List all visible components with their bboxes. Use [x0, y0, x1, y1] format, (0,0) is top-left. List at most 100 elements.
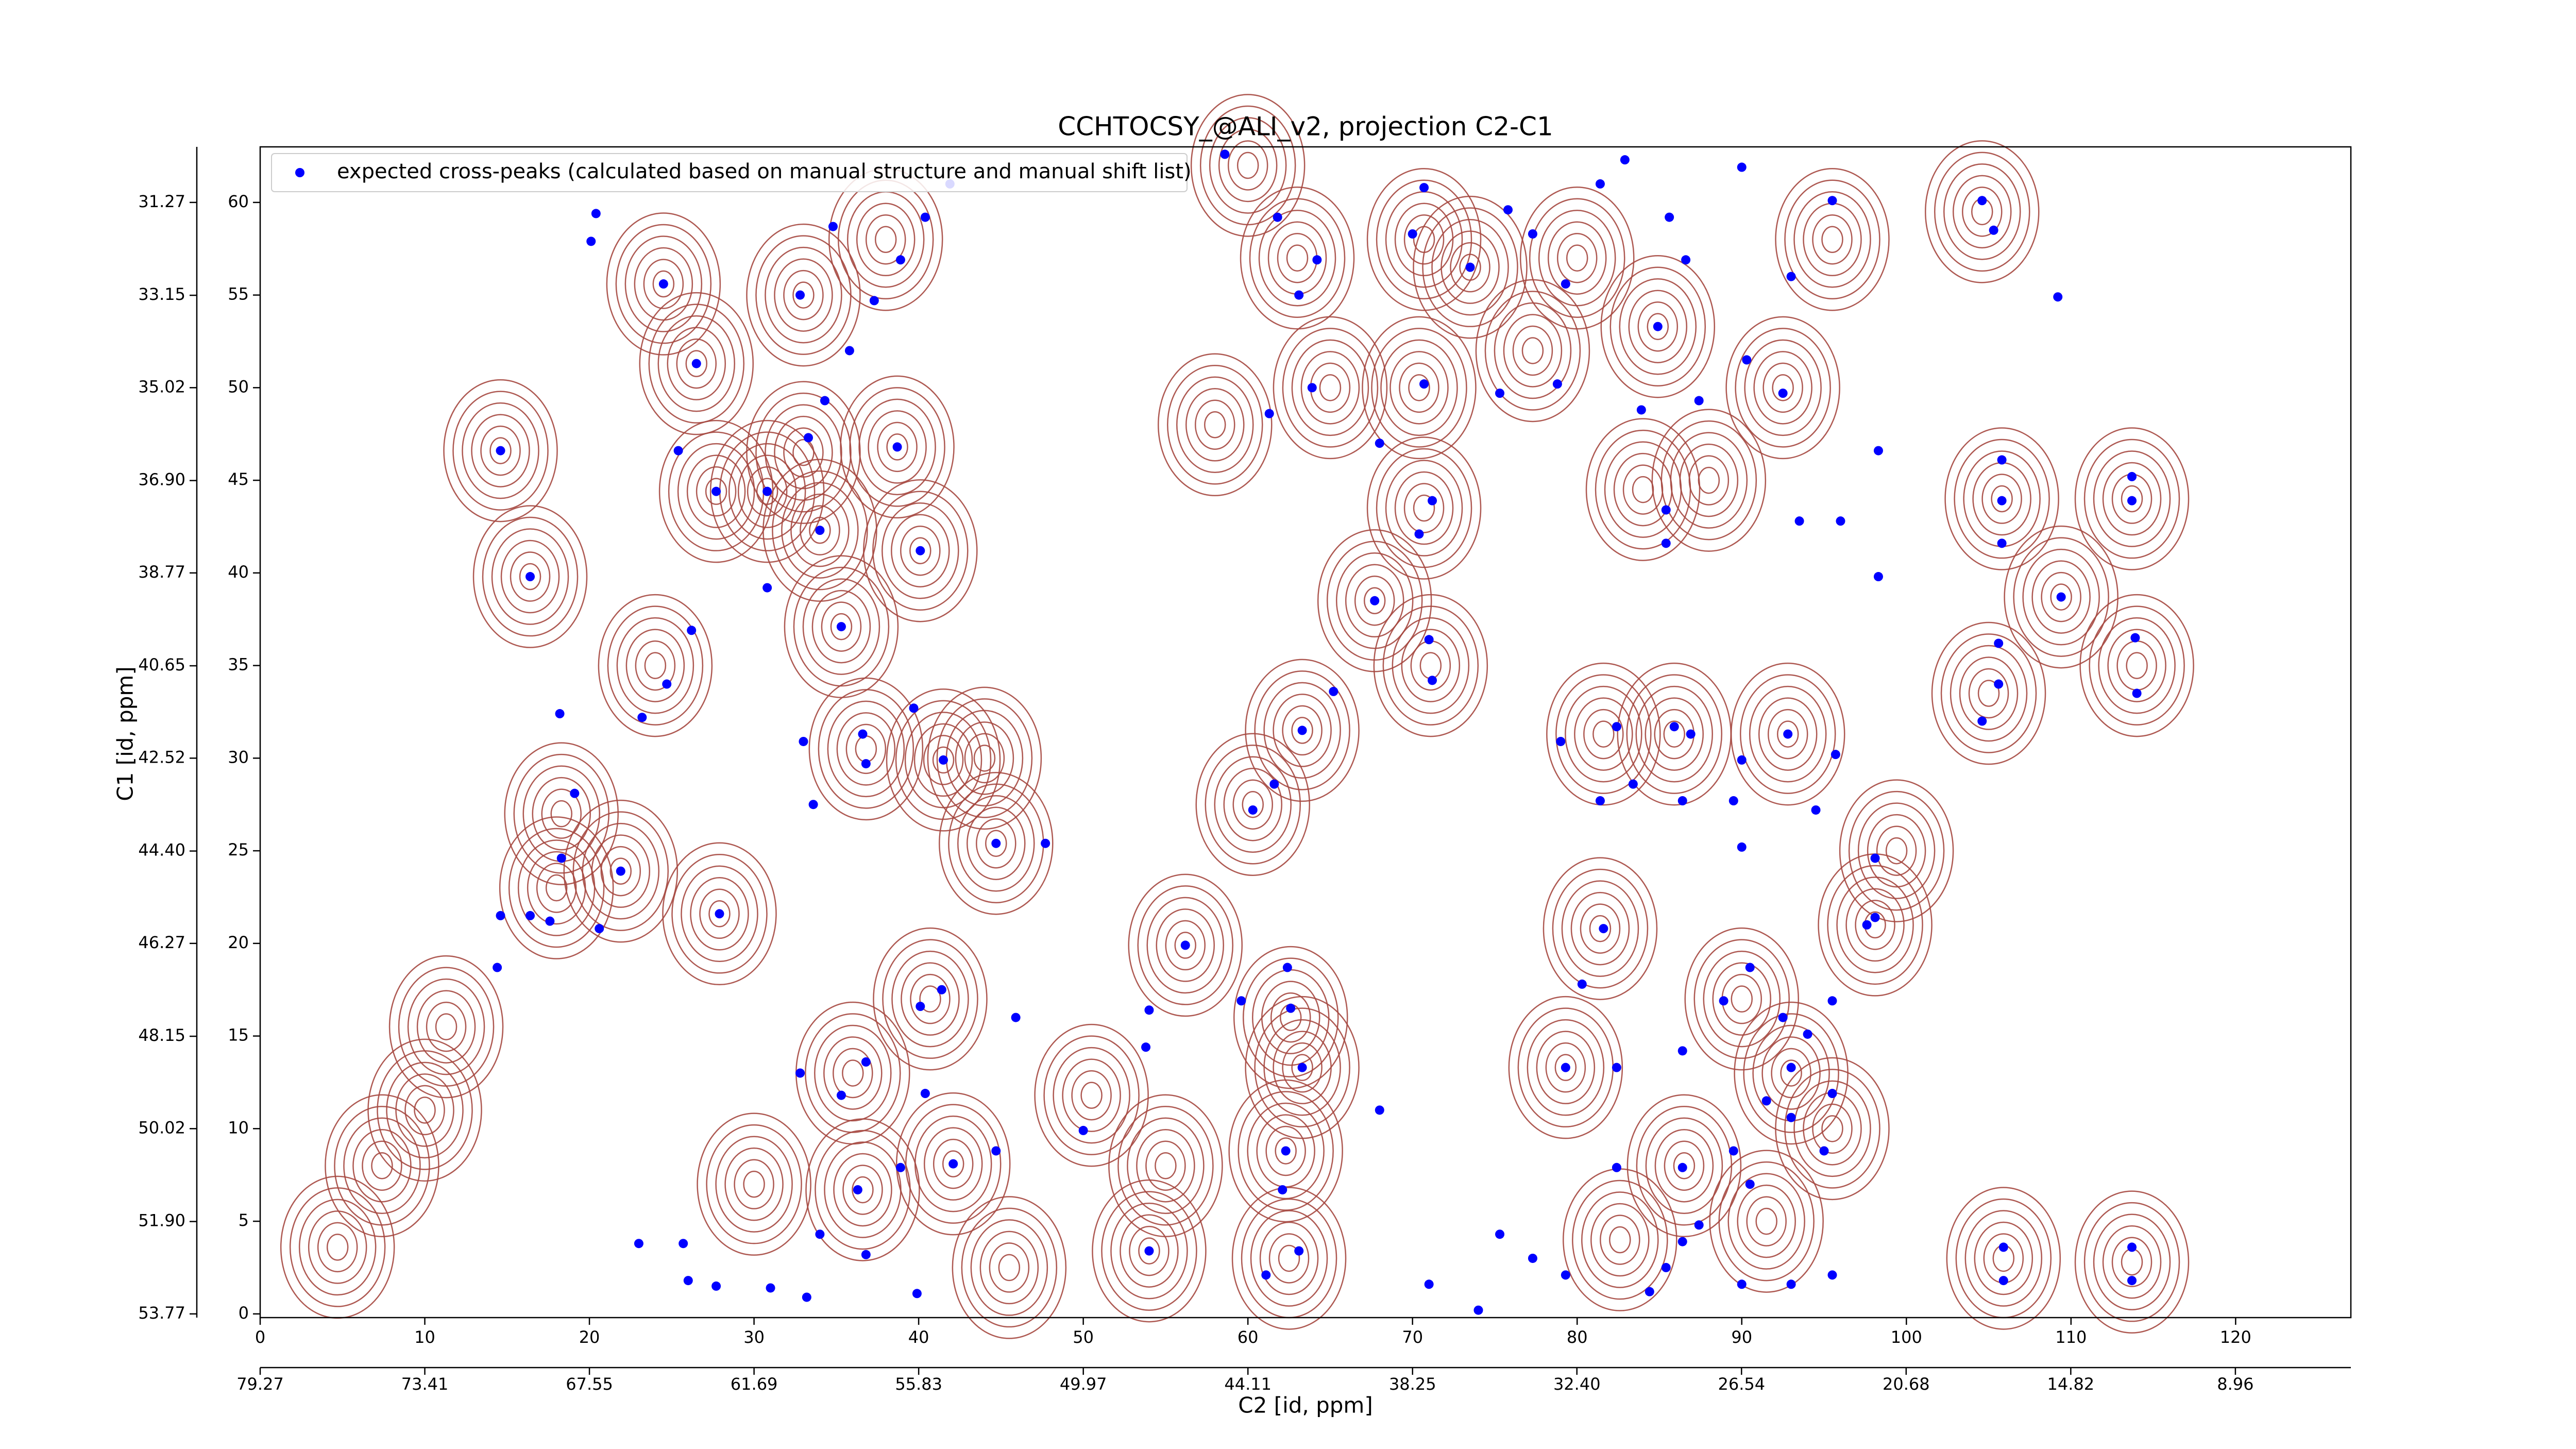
contour-ring — [504, 742, 619, 885]
contour-ring — [1389, 351, 1449, 425]
contour-ring — [1254, 1007, 1350, 1127]
contour-ring — [1784, 179, 1880, 299]
contour-ring — [367, 1038, 482, 1182]
cross-peak — [1495, 1229, 1505, 1239]
y-tick-label: 60 — [228, 192, 249, 211]
contour-ring — [1155, 1152, 1177, 1180]
cross-peak — [1719, 996, 1728, 1006]
cross-peak — [586, 237, 596, 246]
cross-peak — [939, 755, 948, 765]
cross-peak — [1728, 796, 1738, 806]
contour-ring — [2121, 485, 2143, 513]
contour-ring — [1619, 278, 1697, 375]
contour-ring — [1767, 709, 1808, 760]
cross-peak — [802, 1292, 811, 1302]
contour-ring — [1855, 900, 1895, 950]
contour-ring — [685, 350, 707, 377]
contour-ring — [1236, 151, 1259, 179]
cross-peak — [1261, 1270, 1271, 1280]
cross-peak — [1528, 229, 1537, 239]
contour-ring — [1589, 915, 1612, 942]
contour-ring — [1626, 1094, 1742, 1237]
contour-ring — [1258, 209, 1336, 307]
contour-ring — [317, 1222, 358, 1273]
cross-peak — [1428, 496, 1437, 506]
cross-peak — [1286, 1003, 1296, 1013]
y2-tick-label: 42.52 — [138, 747, 185, 767]
contour-ring — [690, 877, 749, 951]
cross-peak — [1011, 1013, 1021, 1022]
cross-peak — [634, 1239, 643, 1249]
y2-tick-label: 35.02 — [138, 377, 185, 396]
contour-ring — [686, 454, 746, 528]
cross-peak — [2053, 292, 2063, 302]
x-tick-label: 80 — [1567, 1327, 1588, 1347]
x2-tick-label: 44.11 — [1224, 1374, 1272, 1394]
y-tick-label: 0 — [239, 1303, 249, 1323]
contour-ring — [1440, 230, 1500, 304]
cross-peak — [1577, 979, 1587, 989]
cross-peak — [948, 1159, 958, 1169]
contour-ring — [681, 865, 758, 963]
contour-ring — [1167, 364, 1263, 485]
x-tick-label: 120 — [2220, 1327, 2251, 1347]
contour-ring — [909, 537, 931, 564]
cross-peak — [1264, 409, 1274, 418]
contour-ring — [2004, 525, 2119, 669]
cross-peak — [909, 703, 919, 713]
x2-tick-label: 55.83 — [895, 1374, 942, 1394]
contour-ring — [1268, 1233, 1310, 1284]
y2-tick-label: 33.15 — [138, 284, 185, 304]
cross-peak — [1786, 1113, 1796, 1122]
contour-ring — [676, 338, 717, 389]
y2-tick-label: 38.77 — [138, 562, 185, 582]
cross-peak — [2132, 688, 2142, 698]
cross-peak — [1645, 1287, 1654, 1296]
cross-peak — [1620, 155, 1630, 165]
contour-ring — [784, 555, 899, 698]
cross-peak — [1677, 1046, 1687, 1056]
legend-text: expected cross-peaks (calculated based o… — [337, 160, 1192, 183]
cross-peak — [1465, 262, 1475, 272]
y-tick-label: 40 — [228, 562, 249, 582]
contour-ring — [416, 990, 476, 1064]
cross-peak — [895, 255, 905, 265]
contour-ring — [985, 830, 1007, 857]
contour-ring — [624, 235, 703, 332]
contour-ring — [809, 516, 831, 544]
contour-ring — [874, 226, 897, 253]
cross-peak — [496, 446, 505, 456]
contour-ring — [755, 392, 852, 513]
cross-peak — [1661, 538, 1671, 548]
contour-ring — [2079, 594, 2194, 737]
cross-peak — [1297, 1063, 1307, 1072]
contour-ring — [471, 414, 530, 487]
contour-ring — [895, 1092, 1011, 1236]
cross-peak — [795, 1068, 805, 1078]
cross-peak — [1041, 838, 1050, 848]
contour-ring — [395, 1073, 454, 1147]
contour-ring — [811, 589, 871, 664]
contour-ring — [842, 1059, 864, 1087]
y-tick-label: 25 — [228, 840, 249, 860]
contour-ring — [1585, 418, 1701, 561]
legend-marker — [295, 168, 304, 177]
cross-peak — [2127, 471, 2137, 481]
contour-ring — [2107, 629, 2166, 702]
contour-ring — [1735, 328, 1831, 448]
contour-ring — [863, 479, 978, 622]
contour-ring — [891, 514, 950, 587]
contour-ring — [842, 1165, 883, 1215]
contour-ring — [1431, 218, 1509, 316]
cross-peak — [766, 1283, 775, 1293]
cross-peak — [526, 572, 535, 582]
contour-ring — [1953, 175, 2012, 249]
contour-ring — [1156, 908, 1215, 982]
contour-ring — [386, 1062, 464, 1159]
cross-peak — [1737, 162, 1747, 172]
cross-peak — [991, 1146, 1001, 1156]
cross-peak — [808, 800, 818, 810]
contour-ring — [1382, 605, 1479, 726]
cross-peak — [2127, 1242, 2137, 1252]
contour-ring — [800, 505, 840, 555]
